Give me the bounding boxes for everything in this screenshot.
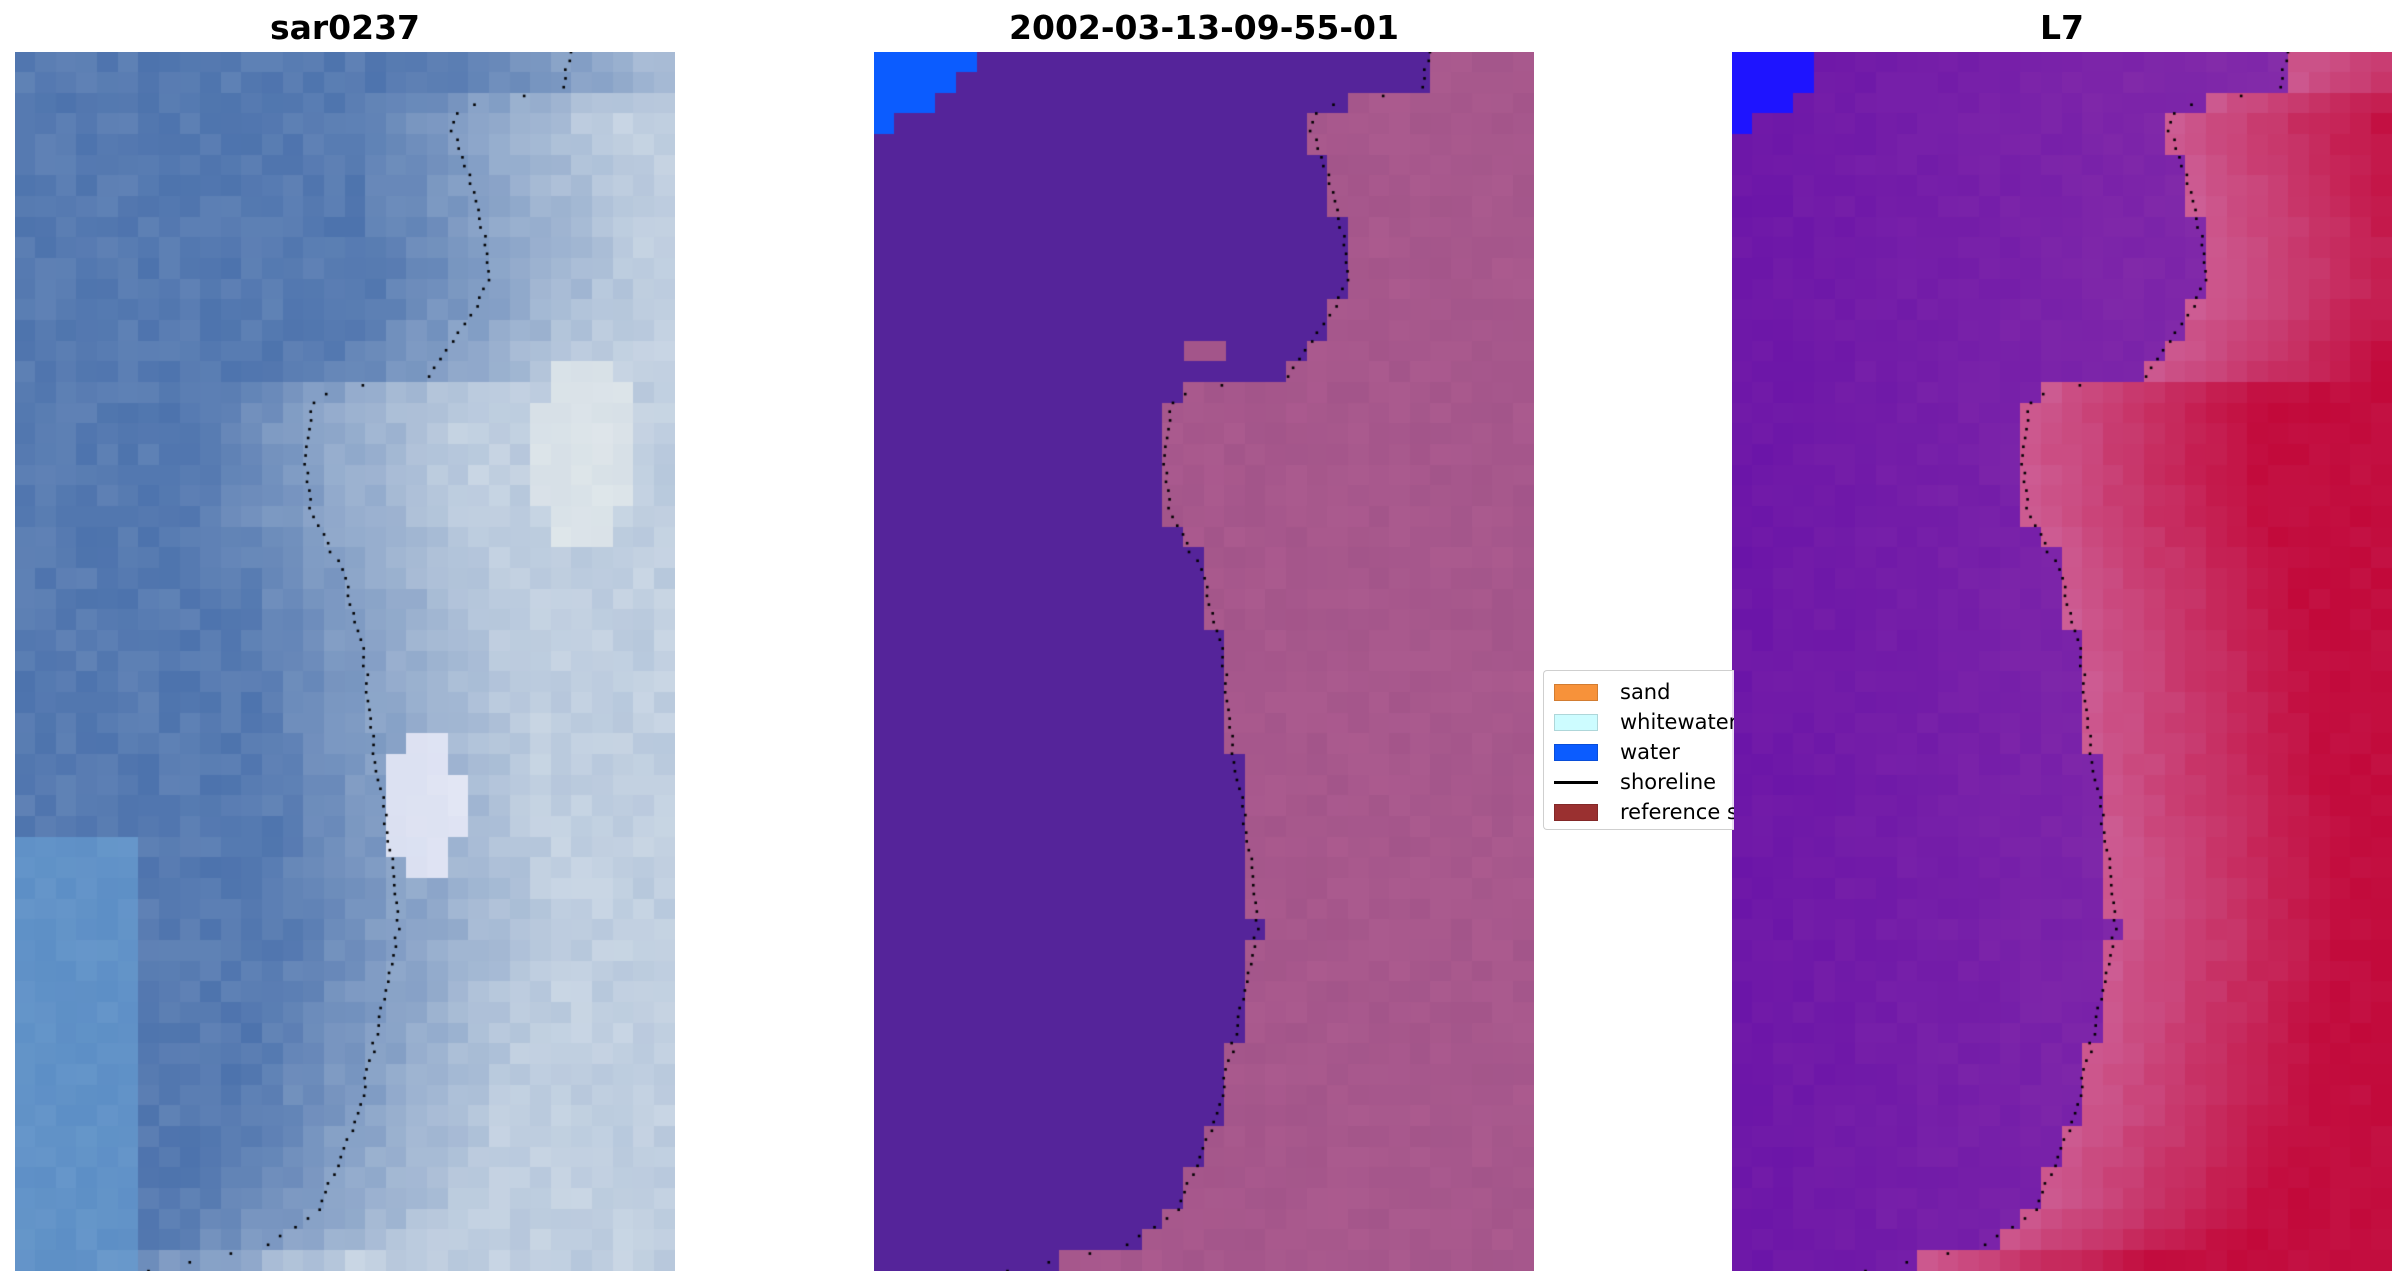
panel-title-index: L7: [2040, 8, 2084, 47]
classified-image-panel[interactable]: [874, 52, 1534, 1271]
shoreline-line-icon: [1554, 774, 1598, 791]
legend: sand whitewater water shoreline referenc…: [1543, 670, 1734, 830]
legend-label: sand: [1620, 680, 1671, 704]
reference-shoreline-swatch: [1554, 803, 1598, 821]
legend-item-whitewater: whitewater: [1554, 709, 1734, 735]
legend-item-sand: sand: [1554, 679, 1734, 705]
rgb-satellite-image: [15, 52, 675, 1271]
legend-label: reference sl: [1620, 800, 1734, 824]
rgb-image-panel[interactable]: [15, 52, 675, 1271]
classified-shoreline-image: [874, 52, 1534, 1271]
sand-swatch: [1554, 683, 1598, 701]
legend-item-shoreline: shoreline: [1554, 769, 1734, 795]
index-colormap-image: [1732, 52, 2392, 1271]
panel-title-rgb: sar0237: [269, 8, 421, 47]
legend-label: water: [1620, 740, 1680, 764]
legend-label: shoreline: [1620, 770, 1717, 794]
legend-label: whitewater: [1620, 710, 1734, 734]
index-image-panel[interactable]: [1732, 52, 2392, 1271]
whitewater-swatch: [1554, 713, 1598, 731]
panel-title-classified: 2002-03-13-09-55-01: [1009, 8, 1399, 47]
water-swatch: [1554, 743, 1598, 761]
legend-item-reference-shoreline: reference sl: [1554, 799, 1734, 825]
legend-item-water: water: [1554, 739, 1734, 765]
